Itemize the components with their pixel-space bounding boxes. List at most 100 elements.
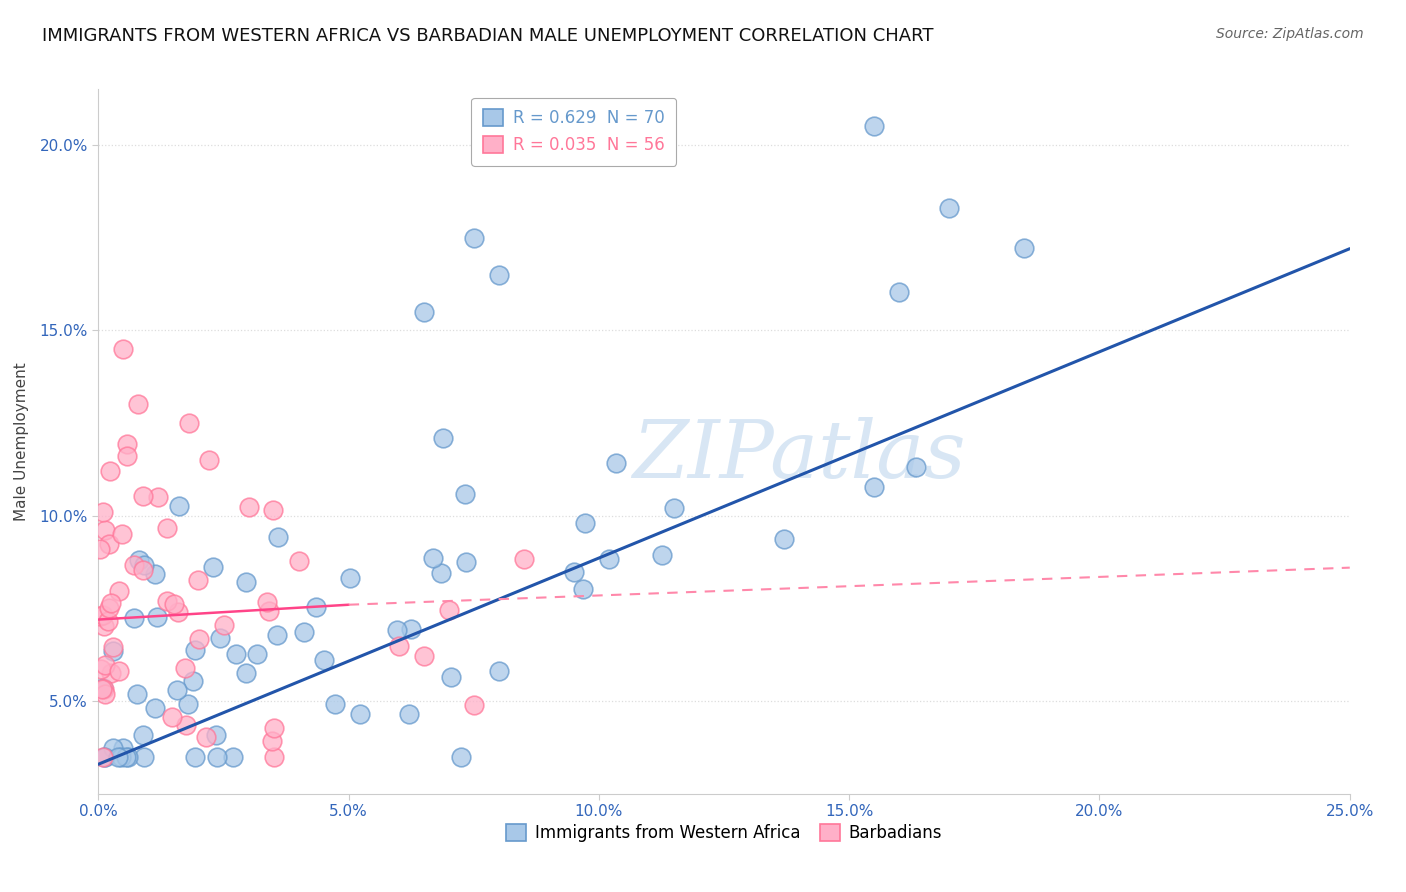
Point bbox=[89, 609, 111, 624]
Point bbox=[100, 665, 122, 680]
Point bbox=[257, 604, 280, 618]
Point bbox=[398, 706, 420, 721]
Point bbox=[93, 749, 115, 764]
Point bbox=[488, 664, 510, 678]
Point bbox=[112, 342, 135, 356]
Point bbox=[132, 728, 155, 742]
Point bbox=[904, 459, 927, 474]
Point bbox=[605, 456, 627, 470]
Point bbox=[91, 607, 114, 622]
Point bbox=[115, 449, 138, 463]
Point bbox=[598, 552, 620, 566]
Point bbox=[173, 661, 195, 675]
Point bbox=[205, 749, 228, 764]
Point bbox=[349, 707, 371, 722]
Point bbox=[89, 541, 111, 556]
Point bbox=[94, 523, 117, 537]
Point bbox=[187, 632, 209, 647]
Text: Source: ZipAtlas.com: Source: ZipAtlas.com bbox=[1216, 27, 1364, 41]
Point bbox=[488, 268, 510, 282]
Point bbox=[166, 683, 188, 698]
Point bbox=[221, 749, 243, 764]
Point bbox=[131, 489, 153, 503]
Point bbox=[93, 657, 115, 672]
Point bbox=[574, 516, 596, 530]
Point bbox=[132, 563, 155, 577]
Point bbox=[238, 500, 260, 514]
Point bbox=[112, 741, 135, 756]
Point bbox=[132, 558, 155, 572]
Point bbox=[863, 480, 886, 494]
Point bbox=[235, 574, 257, 589]
Point bbox=[100, 596, 122, 610]
Point bbox=[429, 566, 451, 580]
Point bbox=[246, 648, 269, 662]
Legend: Immigrants from Western Africa, Barbadians: Immigrants from Western Africa, Barbadia… bbox=[499, 817, 949, 849]
Point bbox=[562, 566, 585, 580]
Point bbox=[201, 560, 224, 574]
Point bbox=[148, 490, 170, 504]
Point bbox=[205, 728, 228, 742]
Point bbox=[124, 558, 146, 573]
Point bbox=[339, 571, 361, 585]
Point bbox=[156, 521, 179, 535]
Point bbox=[388, 639, 411, 653]
Point bbox=[863, 120, 886, 134]
Point bbox=[181, 674, 204, 689]
Point bbox=[110, 749, 132, 764]
Point bbox=[107, 749, 129, 764]
Point bbox=[938, 201, 960, 215]
Point bbox=[463, 698, 485, 712]
Point bbox=[132, 749, 155, 764]
Point bbox=[292, 625, 315, 640]
Point bbox=[463, 230, 485, 244]
Point bbox=[94, 749, 117, 764]
Point bbox=[513, 552, 536, 566]
Point bbox=[101, 640, 124, 655]
Point bbox=[662, 501, 685, 516]
Point bbox=[312, 653, 335, 667]
Point bbox=[260, 734, 283, 748]
Point bbox=[651, 548, 673, 562]
Point bbox=[167, 605, 190, 619]
Point bbox=[323, 697, 346, 711]
Point bbox=[91, 749, 114, 764]
Point bbox=[93, 681, 115, 696]
Point bbox=[93, 681, 115, 696]
Point bbox=[93, 619, 115, 633]
Point bbox=[94, 687, 117, 701]
Point bbox=[432, 431, 454, 445]
Point bbox=[90, 662, 112, 676]
Point bbox=[108, 664, 131, 678]
Point bbox=[128, 553, 150, 567]
Point bbox=[124, 611, 146, 625]
Point bbox=[187, 573, 209, 587]
Point bbox=[571, 582, 593, 596]
Point bbox=[287, 553, 309, 567]
Point bbox=[224, 647, 246, 661]
Point bbox=[103, 740, 125, 755]
Point bbox=[263, 722, 285, 736]
Point bbox=[160, 710, 183, 724]
Point bbox=[197, 453, 219, 467]
Point bbox=[422, 551, 444, 566]
Point bbox=[235, 665, 257, 680]
Point bbox=[117, 437, 139, 451]
Point bbox=[97, 537, 120, 551]
Point bbox=[399, 622, 422, 636]
Point bbox=[167, 499, 190, 513]
Point bbox=[412, 304, 434, 318]
Point bbox=[440, 670, 463, 684]
Point bbox=[437, 602, 460, 616]
Point bbox=[450, 749, 472, 764]
Point bbox=[305, 600, 328, 615]
Text: IMMIGRANTS FROM WESTERN AFRICA VS BARBADIAN MALE UNEMPLOYMENT CORRELATION CHART: IMMIGRANTS FROM WESTERN AFRICA VS BARBAD… bbox=[42, 27, 934, 45]
Point bbox=[90, 681, 112, 696]
Point bbox=[162, 597, 184, 611]
Point bbox=[143, 566, 166, 581]
Point bbox=[125, 687, 148, 701]
Point bbox=[98, 464, 121, 478]
Point bbox=[97, 614, 120, 628]
Point bbox=[115, 749, 138, 764]
Point bbox=[209, 631, 232, 645]
